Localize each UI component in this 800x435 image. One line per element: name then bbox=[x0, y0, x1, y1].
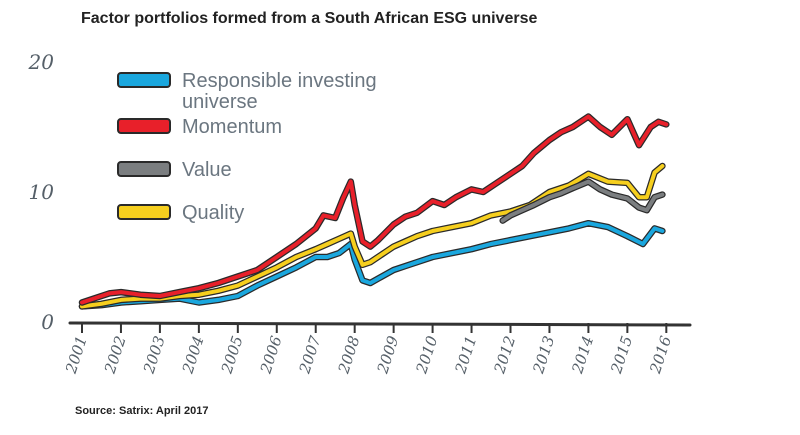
series-line-value bbox=[500, 179, 665, 223]
x-tick-label: 2007 bbox=[295, 333, 324, 376]
legend-swatch bbox=[117, 204, 171, 220]
x-tick-label: 2011 bbox=[451, 334, 480, 377]
legend: Responsible investing universe Momentum Val… bbox=[117, 70, 377, 224]
series-line-quality bbox=[80, 164, 665, 309]
legend-swatch bbox=[117, 161, 171, 177]
series-line-momentum bbox=[80, 114, 669, 305]
x-tick-label: 2006 bbox=[256, 333, 285, 376]
chart-source: Source: Satrix: April 2017 bbox=[75, 405, 209, 417]
x-tick-label: 2009 bbox=[373, 333, 402, 376]
y-tick-label: 0 bbox=[41, 310, 54, 334]
x-tick-label: 2001 bbox=[62, 334, 91, 377]
legend-swatch bbox=[117, 72, 171, 88]
legend-label: Value bbox=[182, 159, 232, 181]
x-tick-label: 2016 bbox=[646, 333, 675, 376]
x-axis-line bbox=[68, 321, 692, 327]
x-tick-label: 2002 bbox=[101, 334, 130, 377]
x-tick-label: 2013 bbox=[529, 334, 558, 377]
x-tick-label: 2010 bbox=[412, 333, 441, 376]
x-tick-label: 2004 bbox=[178, 334, 207, 377]
y-tick-label: 10 bbox=[29, 180, 55, 204]
legend-label: Responsible investing universe bbox=[182, 70, 377, 113]
x-tick-label: 2003 bbox=[139, 334, 168, 377]
series-outline bbox=[499, 178, 666, 224]
x-tick-label: 2015 bbox=[607, 334, 636, 377]
series-line-responsible-investing-universe bbox=[80, 221, 665, 309]
x-tick-label: 2008 bbox=[334, 334, 363, 377]
x-tick-label: 2012 bbox=[490, 334, 519, 377]
x-tick-label: 2014 bbox=[568, 334, 597, 377]
x-axis-ticks: 2001 2002 2003 2004 2005 2006 2007 2008 2009 2010… bbox=[62, 323, 675, 377]
y-tick-label: 20 bbox=[28, 50, 55, 74]
chart-title: Factor portfolios formed from a South Af… bbox=[81, 10, 538, 27]
legend-label: Quality bbox=[182, 202, 244, 224]
series-lines bbox=[78, 113, 670, 310]
x-tick-label: 2005 bbox=[217, 334, 246, 377]
legend-swatch bbox=[117, 118, 171, 134]
y-axis-ticks: 0 10 20 bbox=[28, 50, 55, 334]
legend-label: Momentum bbox=[182, 116, 282, 138]
